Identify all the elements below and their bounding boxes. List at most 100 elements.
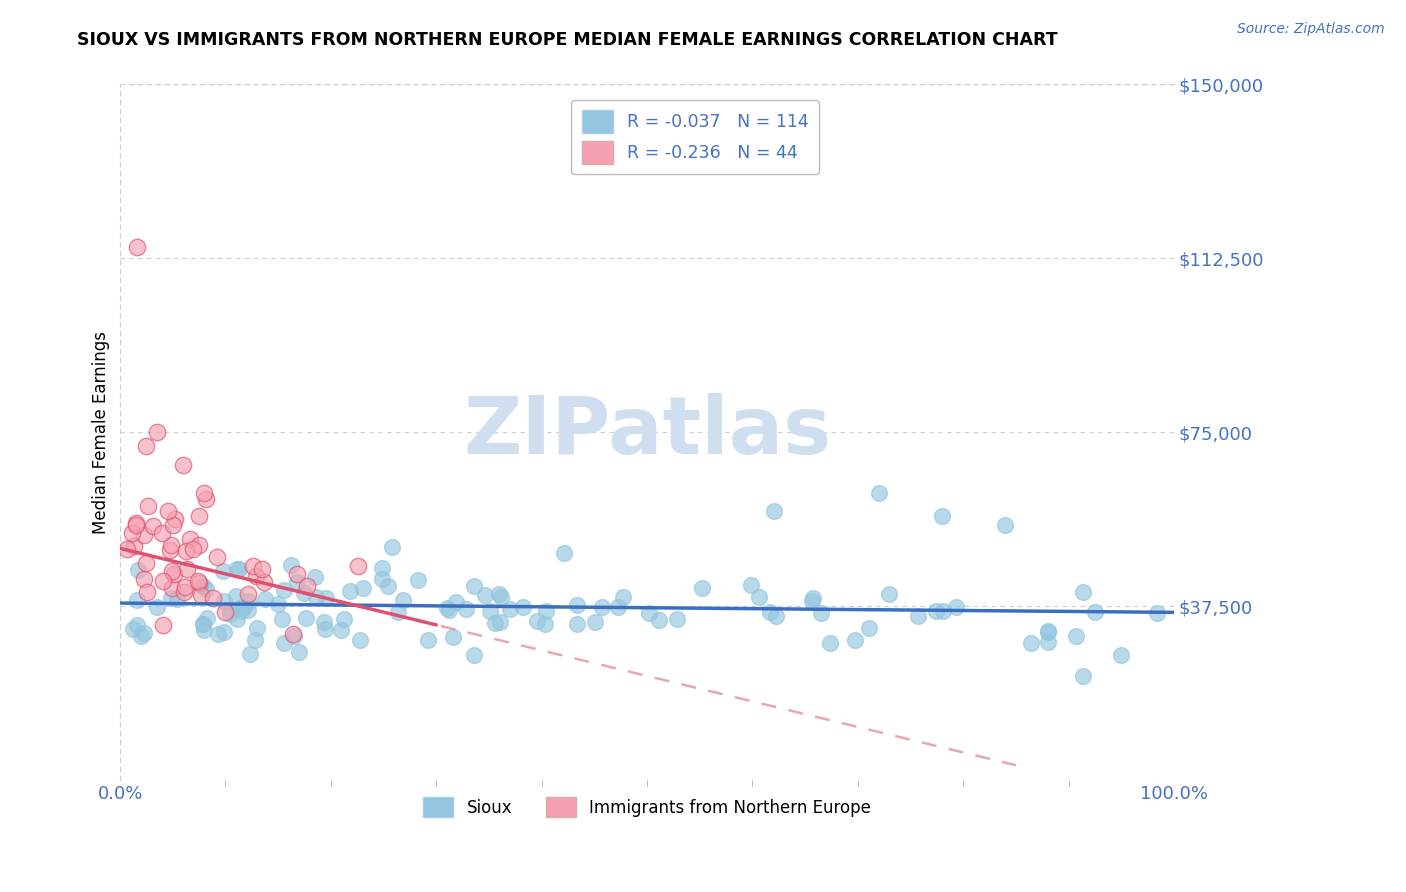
Y-axis label: Median Female Earnings: Median Female Earnings <box>93 331 110 534</box>
Legend: Sioux, Immigrants from Northern Europe: Sioux, Immigrants from Northern Europe <box>416 790 877 824</box>
Point <box>253 592 276 607</box>
Point <box>526 615 548 629</box>
Point <box>800 594 823 608</box>
Point <box>239 647 262 661</box>
Point <box>136 499 159 513</box>
Point <box>565 599 588 613</box>
Point <box>273 636 295 650</box>
Point <box>160 591 183 606</box>
Point <box>583 615 606 629</box>
Point <box>125 592 148 607</box>
Point <box>202 591 225 605</box>
Point <box>436 600 458 615</box>
Point <box>156 504 179 518</box>
Point <box>1071 585 1094 599</box>
Point <box>612 591 634 605</box>
Point <box>231 604 253 618</box>
Point <box>512 600 534 615</box>
Point <box>188 508 211 523</box>
Point <box>236 587 259 601</box>
Point <box>191 617 214 632</box>
Point <box>932 604 955 618</box>
Point <box>810 606 832 620</box>
Point <box>406 573 429 587</box>
Point <box>135 585 157 599</box>
Point <box>225 612 247 626</box>
Point <box>187 538 209 552</box>
Point <box>352 581 374 595</box>
Point <box>1036 624 1059 639</box>
Point <box>242 559 264 574</box>
Point <box>195 582 218 597</box>
Point <box>312 615 335 630</box>
Point <box>214 605 236 619</box>
Point <box>499 601 522 615</box>
Point <box>236 594 259 608</box>
Point <box>347 558 370 573</box>
Point <box>195 611 218 625</box>
Point <box>479 604 502 618</box>
Point <box>488 587 510 601</box>
Point <box>212 624 235 639</box>
Point <box>330 623 353 637</box>
Point <box>228 600 250 615</box>
Point <box>179 532 201 546</box>
Point <box>121 525 143 540</box>
Point <box>176 561 198 575</box>
Point <box>152 617 174 632</box>
Point <box>125 240 148 254</box>
Point <box>931 508 953 523</box>
Text: ZIPatlas: ZIPatlas <box>463 393 831 471</box>
Point <box>877 586 900 600</box>
Point <box>246 621 269 635</box>
Point <box>125 518 148 533</box>
Point <box>193 624 215 638</box>
Point <box>135 557 157 571</box>
Point <box>187 574 209 589</box>
Point <box>252 562 274 576</box>
Point <box>225 589 247 603</box>
Point <box>129 629 152 643</box>
Point <box>858 621 880 635</box>
Point <box>553 546 575 560</box>
Point <box>1111 648 1133 662</box>
Point <box>132 626 155 640</box>
Point <box>285 567 308 582</box>
Point <box>690 582 713 596</box>
Point <box>463 648 485 662</box>
Point <box>285 574 308 589</box>
Point <box>211 564 233 578</box>
Point <box>193 616 215 631</box>
Point <box>907 609 929 624</box>
Point <box>314 622 336 636</box>
Point <box>159 543 181 558</box>
Text: Source: ZipAtlas.com: Source: ZipAtlas.com <box>1237 22 1385 37</box>
Point <box>391 593 413 607</box>
Point <box>315 591 337 606</box>
Point <box>181 542 204 557</box>
Point <box>765 608 787 623</box>
Point <box>666 612 689 626</box>
Point <box>818 636 841 650</box>
Point <box>288 645 311 659</box>
Point <box>606 599 628 614</box>
Point <box>387 605 409 619</box>
Point <box>281 627 304 641</box>
Point <box>195 491 218 506</box>
Point <box>758 605 780 619</box>
Point <box>416 633 439 648</box>
Point <box>152 574 174 588</box>
Point <box>474 588 496 602</box>
Point <box>280 558 302 572</box>
Point <box>193 485 215 500</box>
Point <box>740 577 762 591</box>
Point <box>127 563 149 577</box>
Point <box>443 630 465 644</box>
Point <box>305 591 328 605</box>
Point <box>1084 605 1107 619</box>
Point <box>295 611 318 625</box>
Point <box>534 604 557 618</box>
Point <box>207 549 229 564</box>
Point <box>236 603 259 617</box>
Point <box>377 579 399 593</box>
